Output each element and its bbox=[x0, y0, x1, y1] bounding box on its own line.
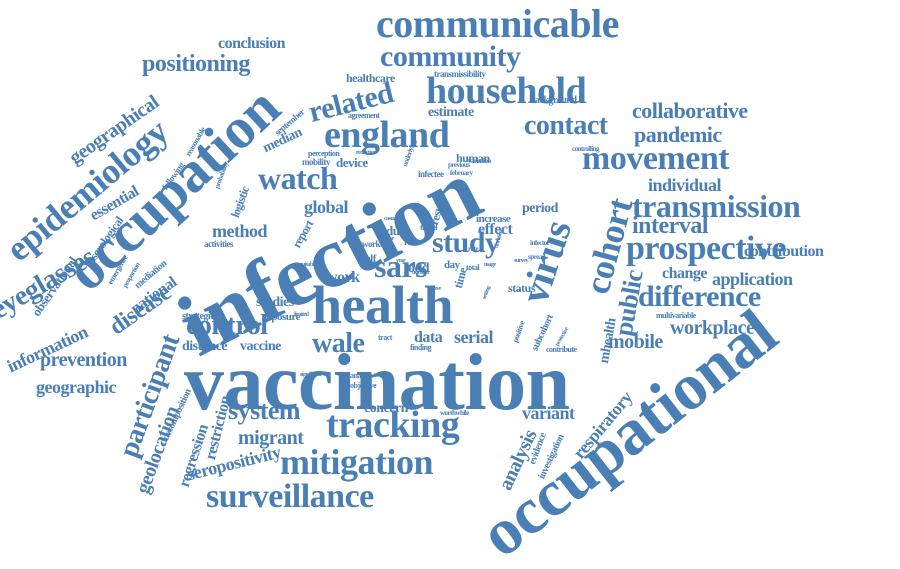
word-worker: worker bbox=[362, 239, 388, 249]
word-wale: wale bbox=[312, 328, 365, 359]
word-collaborative: collaborative bbox=[632, 98, 748, 123]
word-mobile: mobile bbox=[608, 331, 663, 353]
word-controlling: controlling bbox=[572, 145, 600, 153]
word-communicable: communicable bbox=[376, 1, 619, 46]
word-year: year bbox=[396, 258, 406, 264]
word-mobility: mobility bbox=[302, 157, 331, 167]
word-contribution: contribution bbox=[744, 243, 824, 260]
word-multivariable: multivariable bbox=[656, 311, 696, 320]
word-human: human bbox=[456, 151, 490, 165]
word-interval: interval bbox=[632, 213, 708, 239]
word-objective: objective bbox=[350, 381, 377, 390]
word-adult: adult bbox=[380, 223, 407, 238]
word-tracking: tracking bbox=[326, 404, 460, 446]
word-logistic: logistic bbox=[227, 184, 253, 220]
word-contribute: contribute bbox=[546, 345, 577, 354]
word-contact: contact bbox=[524, 110, 608, 141]
word-global: global bbox=[304, 197, 349, 217]
word-analyse: analyse bbox=[350, 371, 372, 380]
word-workplace: workplace bbox=[670, 317, 755, 339]
word-worthwhile: worthwhile bbox=[440, 409, 469, 417]
word-close: close bbox=[384, 236, 394, 242]
word-pandemic: pandemic bbox=[634, 122, 722, 147]
word-difference: difference bbox=[638, 280, 761, 313]
word-infectee: infectee bbox=[418, 169, 444, 179]
word-sars: sars bbox=[374, 248, 428, 284]
word-limited: limited bbox=[294, 312, 309, 318]
word-february: february bbox=[450, 169, 473, 177]
word-study: study bbox=[432, 226, 500, 259]
word-control: control bbox=[186, 310, 268, 341]
word-risk: risk bbox=[404, 237, 418, 247]
word-number: number bbox=[412, 270, 430, 276]
word-suitable: suitable bbox=[300, 262, 317, 268]
word-travel: travel bbox=[420, 223, 438, 232]
word-serial: serial bbox=[454, 327, 494, 347]
word-system: system bbox=[228, 396, 301, 425]
word-background: background bbox=[530, 95, 577, 106]
word-device: device bbox=[336, 155, 368, 170]
word-day: day bbox=[444, 259, 460, 271]
word-mitigation: mitigation bbox=[280, 442, 434, 482]
word-individual: individual bbox=[648, 175, 722, 195]
word-period: period bbox=[522, 201, 558, 216]
word-health: health bbox=[312, 275, 454, 335]
word-casual: casual bbox=[384, 216, 398, 222]
word-application: application bbox=[712, 269, 793, 289]
word-increase: increase bbox=[476, 213, 511, 225]
word-geographic: geographic bbox=[36, 377, 117, 397]
word-studies: studies bbox=[256, 295, 294, 310]
word-odd: odd bbox=[408, 261, 430, 276]
word-agreement: agreement bbox=[348, 111, 380, 120]
word-perception: perception bbox=[308, 149, 340, 158]
word-activities: activities bbox=[204, 239, 234, 249]
word-previous: previous bbox=[448, 161, 470, 169]
word-spread: spread bbox=[528, 253, 546, 261]
word-community: community bbox=[380, 40, 521, 73]
word-tract: tract bbox=[378, 333, 392, 342]
word-household: household bbox=[426, 70, 587, 112]
word-self: self bbox=[362, 253, 376, 265]
word-exposure: exposure bbox=[262, 311, 300, 323]
word-data: data bbox=[414, 329, 443, 346]
word-change: change bbox=[662, 265, 708, 282]
word-healthcare: healthcare bbox=[346, 71, 395, 85]
word-england: england bbox=[324, 114, 450, 156]
word-conclusion: conclusion bbox=[218, 35, 286, 52]
word-strategies: strategies bbox=[182, 311, 218, 322]
word-vaccination: vaccination bbox=[184, 339, 570, 427]
word-movement: movement bbox=[582, 140, 730, 177]
word-work: work bbox=[326, 269, 360, 286]
word-usage: usage bbox=[484, 262, 496, 268]
word-effect: effect bbox=[478, 221, 513, 238]
word-surveillance: surveillance bbox=[206, 478, 374, 515]
word-prospective: prospective bbox=[626, 230, 787, 267]
word-estimate: estimate bbox=[428, 105, 474, 120]
word-concern: concern bbox=[364, 401, 408, 416]
word-vaccine: vaccine bbox=[240, 339, 281, 354]
word-distance: distance bbox=[182, 339, 228, 354]
word-status: status bbox=[508, 281, 536, 295]
word-method: method bbox=[212, 221, 268, 241]
word-setting: setting bbox=[481, 285, 492, 301]
word-transmission: transmission bbox=[632, 188, 801, 224]
word-migrant: migrant bbox=[238, 427, 304, 449]
word-total: total bbox=[466, 263, 480, 272]
word-variation: variation bbox=[468, 157, 491, 165]
word-rate: rate bbox=[468, 245, 479, 253]
word-variant: variant bbox=[522, 403, 575, 423]
word-positioning: positioning bbox=[142, 51, 250, 77]
word-infector: infector bbox=[530, 239, 550, 247]
word-prevention: prevention bbox=[40, 349, 127, 371]
word-significant: significant bbox=[300, 372, 322, 378]
word-survey: survey bbox=[514, 258, 529, 264]
word-reduction: reduction bbox=[356, 150, 377, 156]
word-wave: wave bbox=[430, 286, 442, 292]
word-transmissibility: transmissibility bbox=[434, 69, 486, 79]
word-watch: watch bbox=[258, 160, 338, 196]
word-finding: finding bbox=[410, 343, 431, 352]
